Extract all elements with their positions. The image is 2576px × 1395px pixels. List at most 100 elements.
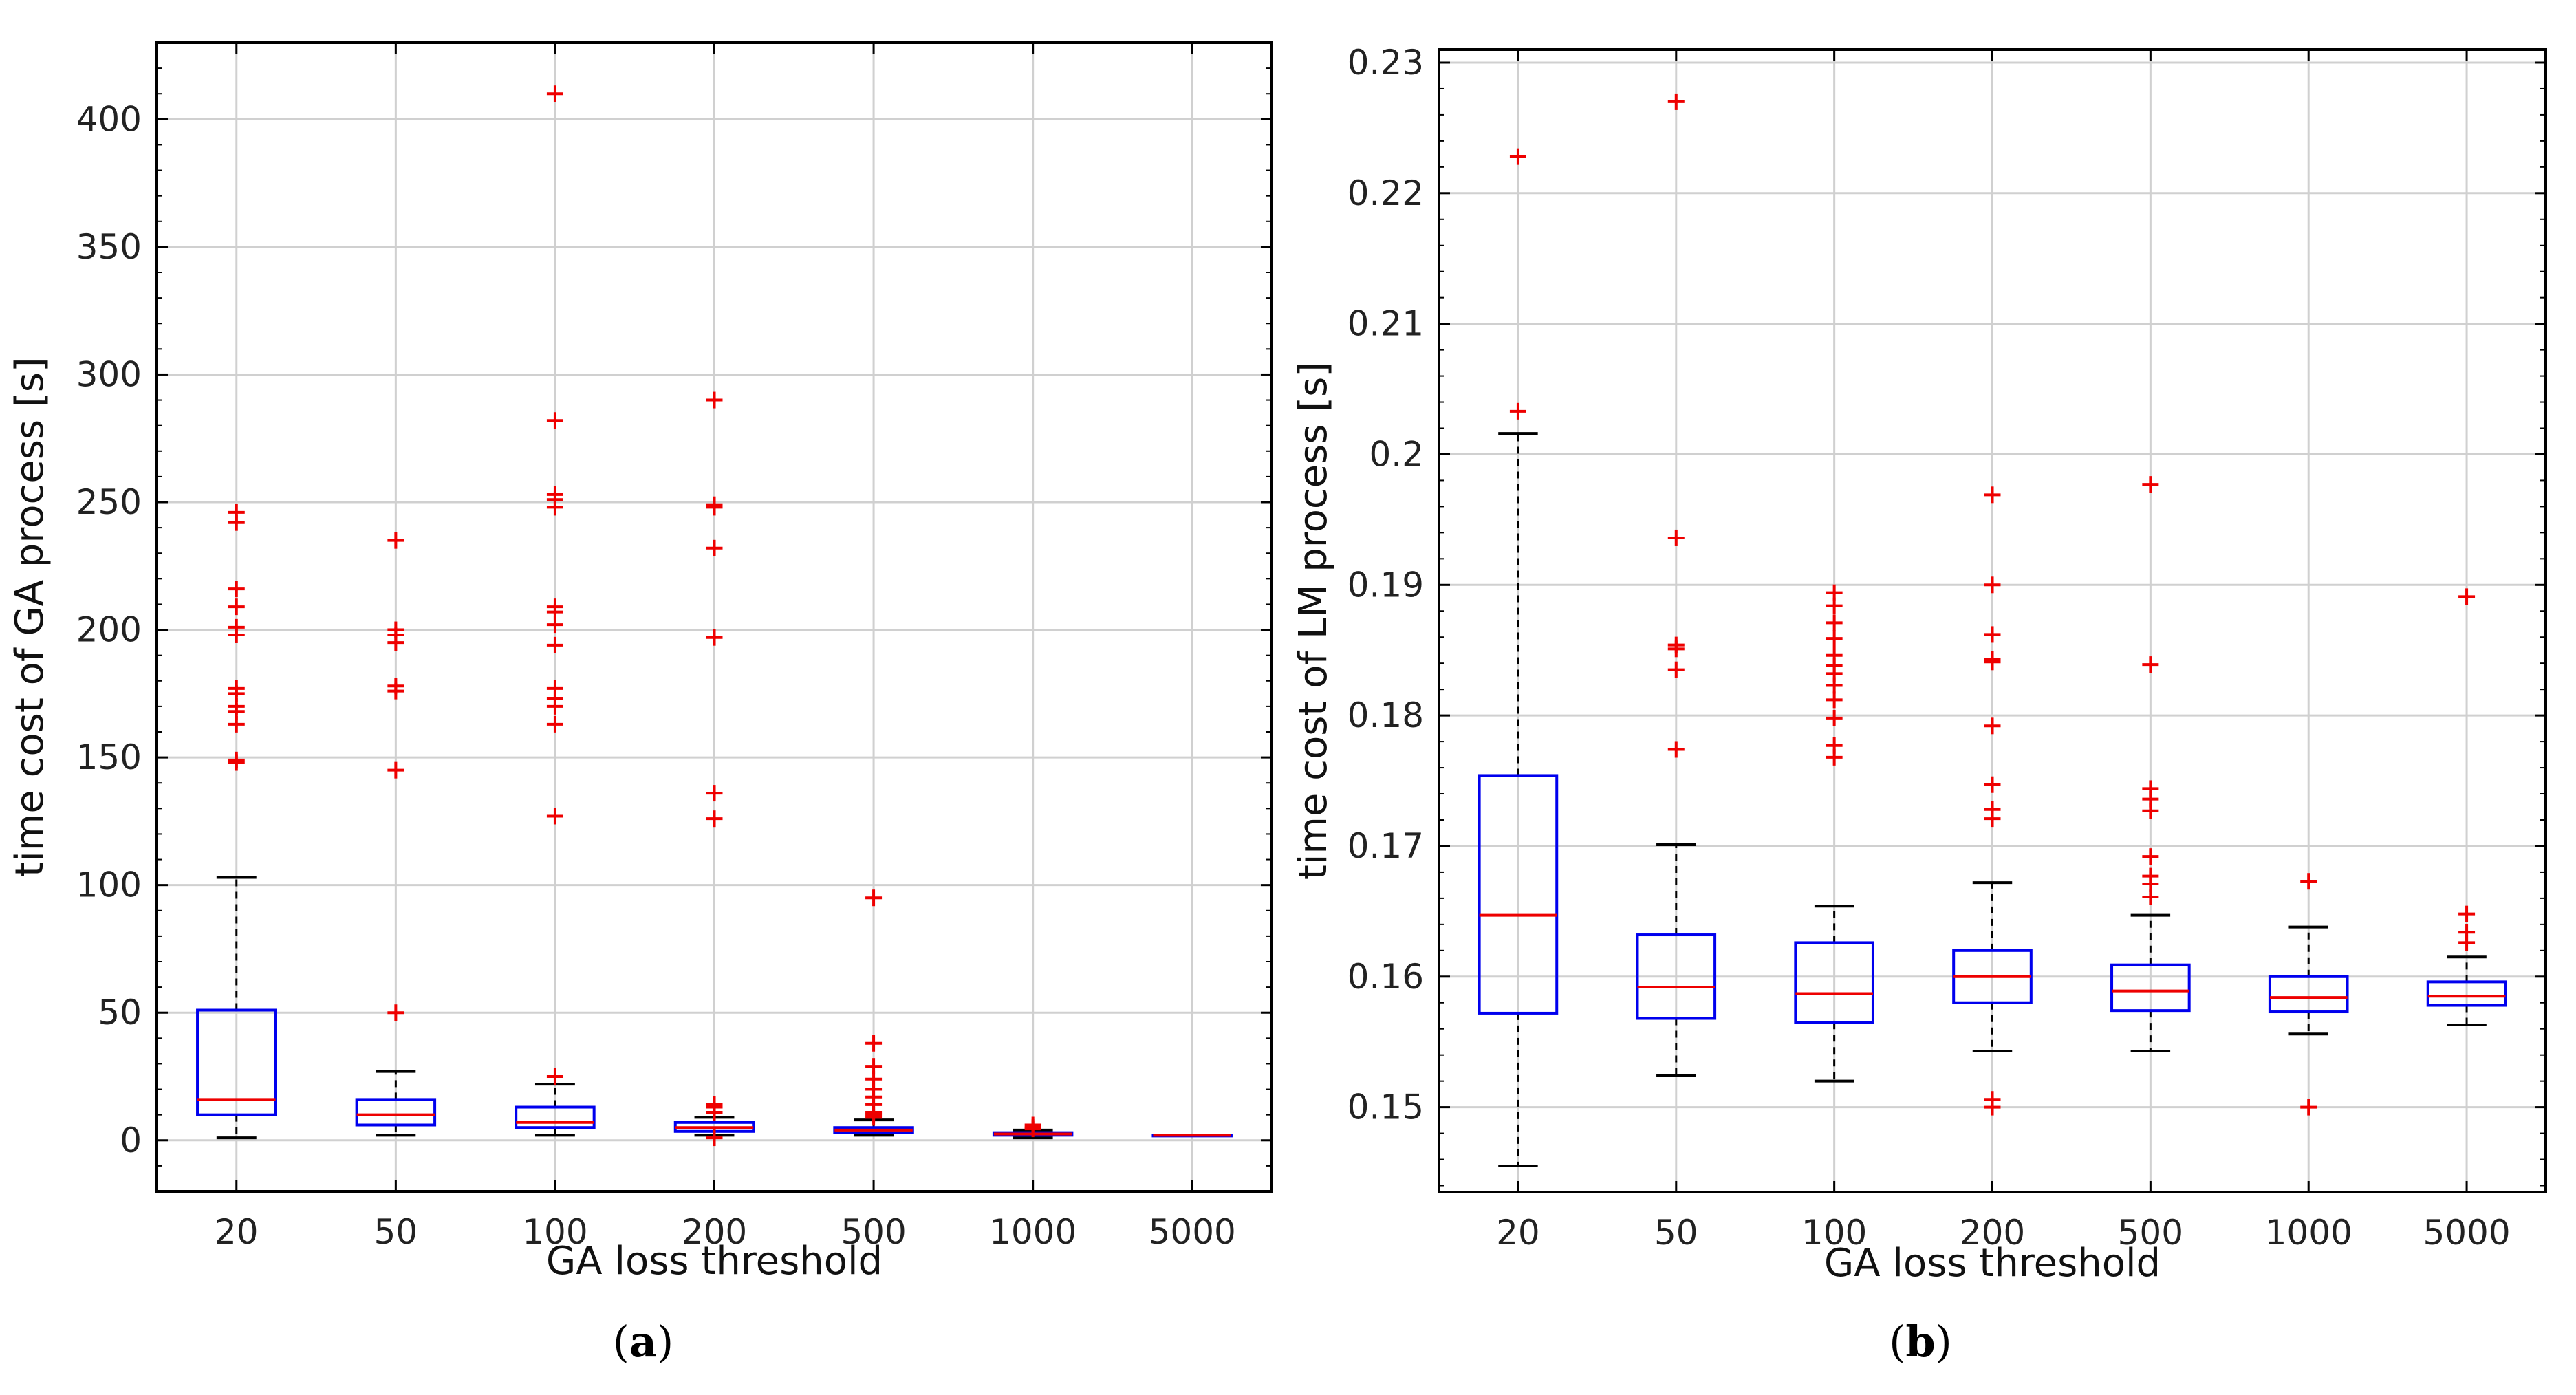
outlier-point [1826, 630, 1843, 647]
outlier-point [1826, 709, 1843, 726]
outlier-point [2142, 780, 2159, 797]
x-tick-label: 5000 [1149, 1212, 1236, 1252]
panel-label: (b) [1889, 1317, 1952, 1367]
y-tick-label: 0.2 [1369, 434, 1424, 474]
outlier-point [865, 889, 883, 907]
outlier-point [1509, 148, 1526, 165]
x-tick-label: 200 [1960, 1213, 2025, 1253]
box-5000 [2426, 588, 2507, 1027]
x-tick-label: 500 [841, 1212, 906, 1252]
box-iqr [2268, 975, 2349, 1014]
y-tick-label: 250 [76, 482, 142, 522]
panel-a: 0 50 100 150 200 250 300 350 400 20 50 100 200 500 100… [8, 41, 1273, 1367]
box-50 [355, 532, 437, 1137]
outlier-point [546, 715, 563, 733]
outlier-point [387, 1004, 404, 1021]
box-200 [1952, 486, 2033, 1116]
x-tick-label: 100 [1801, 1213, 1867, 1253]
outlier-point [1667, 741, 1685, 758]
outlier-point [546, 486, 563, 503]
outlier-point [1984, 776, 2001, 793]
outlier-point [1667, 661, 1685, 678]
outlier-point [2458, 588, 2476, 605]
outlier-point [706, 391, 723, 409]
outlier-point [546, 598, 563, 616]
outlier-point [2458, 924, 2476, 941]
outlier-point [2300, 873, 2317, 890]
outlier-point [1826, 647, 1843, 664]
outlier-point [1509, 402, 1526, 420]
outlier-point [2142, 867, 2159, 885]
y-tick-label: 0 [120, 1121, 142, 1160]
outlier-point [1667, 636, 1685, 653]
y-tick-label: 400 [76, 99, 142, 139]
y-tick-label: 350 [76, 227, 142, 267]
box-200 [673, 391, 755, 1147]
box-iqr [196, 1008, 277, 1116]
x-tick-label: 20 [215, 1212, 259, 1252]
box-100 [515, 85, 596, 1137]
x-tick-label: 1000 [2265, 1213, 2352, 1253]
box-iqr [515, 1105, 596, 1129]
y-tick-label: 0.16 [1347, 957, 1424, 997]
box-500 [2110, 476, 2191, 1052]
outlier-point [228, 680, 245, 697]
box-iqr [1794, 941, 1874, 1024]
outlier-point [546, 680, 563, 697]
box-20 [1478, 148, 1559, 1168]
outlier-point [1826, 691, 1843, 709]
outlier-point [865, 1058, 883, 1075]
outlier-point [706, 539, 723, 556]
outlier-point [1826, 737, 1843, 754]
outlier-point [2300, 1099, 2317, 1116]
outlier-point [1826, 614, 1843, 631]
outlier-point [387, 761, 404, 779]
x-tick-label: 5000 [2423, 1213, 2510, 1253]
y-axis-title: time cost of GA process [s] [8, 357, 52, 876]
outlier-point [228, 581, 245, 598]
outlier-point [546, 1068, 563, 1085]
box-50 [1636, 93, 1717, 1078]
x-axis-title: GA loss threshold [1824, 1241, 2161, 1286]
box-iqr [355, 1098, 437, 1127]
panel-label: (a) [613, 1317, 674, 1367]
outlier-point [228, 504, 245, 521]
x-tick-label: 200 [682, 1212, 747, 1252]
outlier-point [1667, 529, 1685, 546]
x-axis-title: GA loss threshold [546, 1239, 883, 1284]
box-iqr [2426, 980, 2507, 1007]
y-tick-label: 0.18 [1347, 695, 1424, 735]
box-100 [1794, 584, 1874, 1083]
outlier-point [228, 618, 245, 636]
box-iqr [1478, 774, 1559, 1015]
outlier-point [2142, 848, 2159, 865]
y-tick-label: 50 [98, 993, 142, 1032]
outlier-point [228, 598, 245, 616]
x-tick-label: 50 [1654, 1213, 1698, 1253]
plot-frame [1438, 48, 2547, 1193]
y-tick-label: 0.17 [1347, 826, 1424, 866]
y-tick-label: 0.23 [1347, 43, 1424, 83]
outlier-point [387, 621, 404, 638]
box-iqr [1636, 933, 1717, 1020]
panel-b: 0.15 0.16 0.17 0.18 0.19 0.2 0.21 0.22 0.23 20 50 1… [1291, 43, 2547, 1367]
outlier-point [1024, 1116, 1041, 1134]
outlier-point [706, 1096, 723, 1113]
outlier-point [1984, 1091, 2001, 1108]
box-5000 [1151, 1134, 1233, 1138]
y-tick-label: 200 [76, 610, 142, 650]
outlier-point [387, 678, 404, 695]
outlier-point [546, 85, 563, 102]
y-tick-label: 300 [76, 354, 142, 394]
outlier-point [1984, 626, 2001, 643]
outlier-point [1984, 576, 2001, 594]
outlier-point [1667, 93, 1685, 110]
outlier-point [387, 532, 404, 549]
outlier-point [1984, 717, 2001, 735]
x-tick-label: 100 [522, 1212, 587, 1252]
box-20 [196, 504, 277, 1140]
outlier-point [1984, 486, 2001, 504]
x-tick-label: 1000 [989, 1212, 1076, 1252]
outlier-point [1984, 801, 2001, 818]
